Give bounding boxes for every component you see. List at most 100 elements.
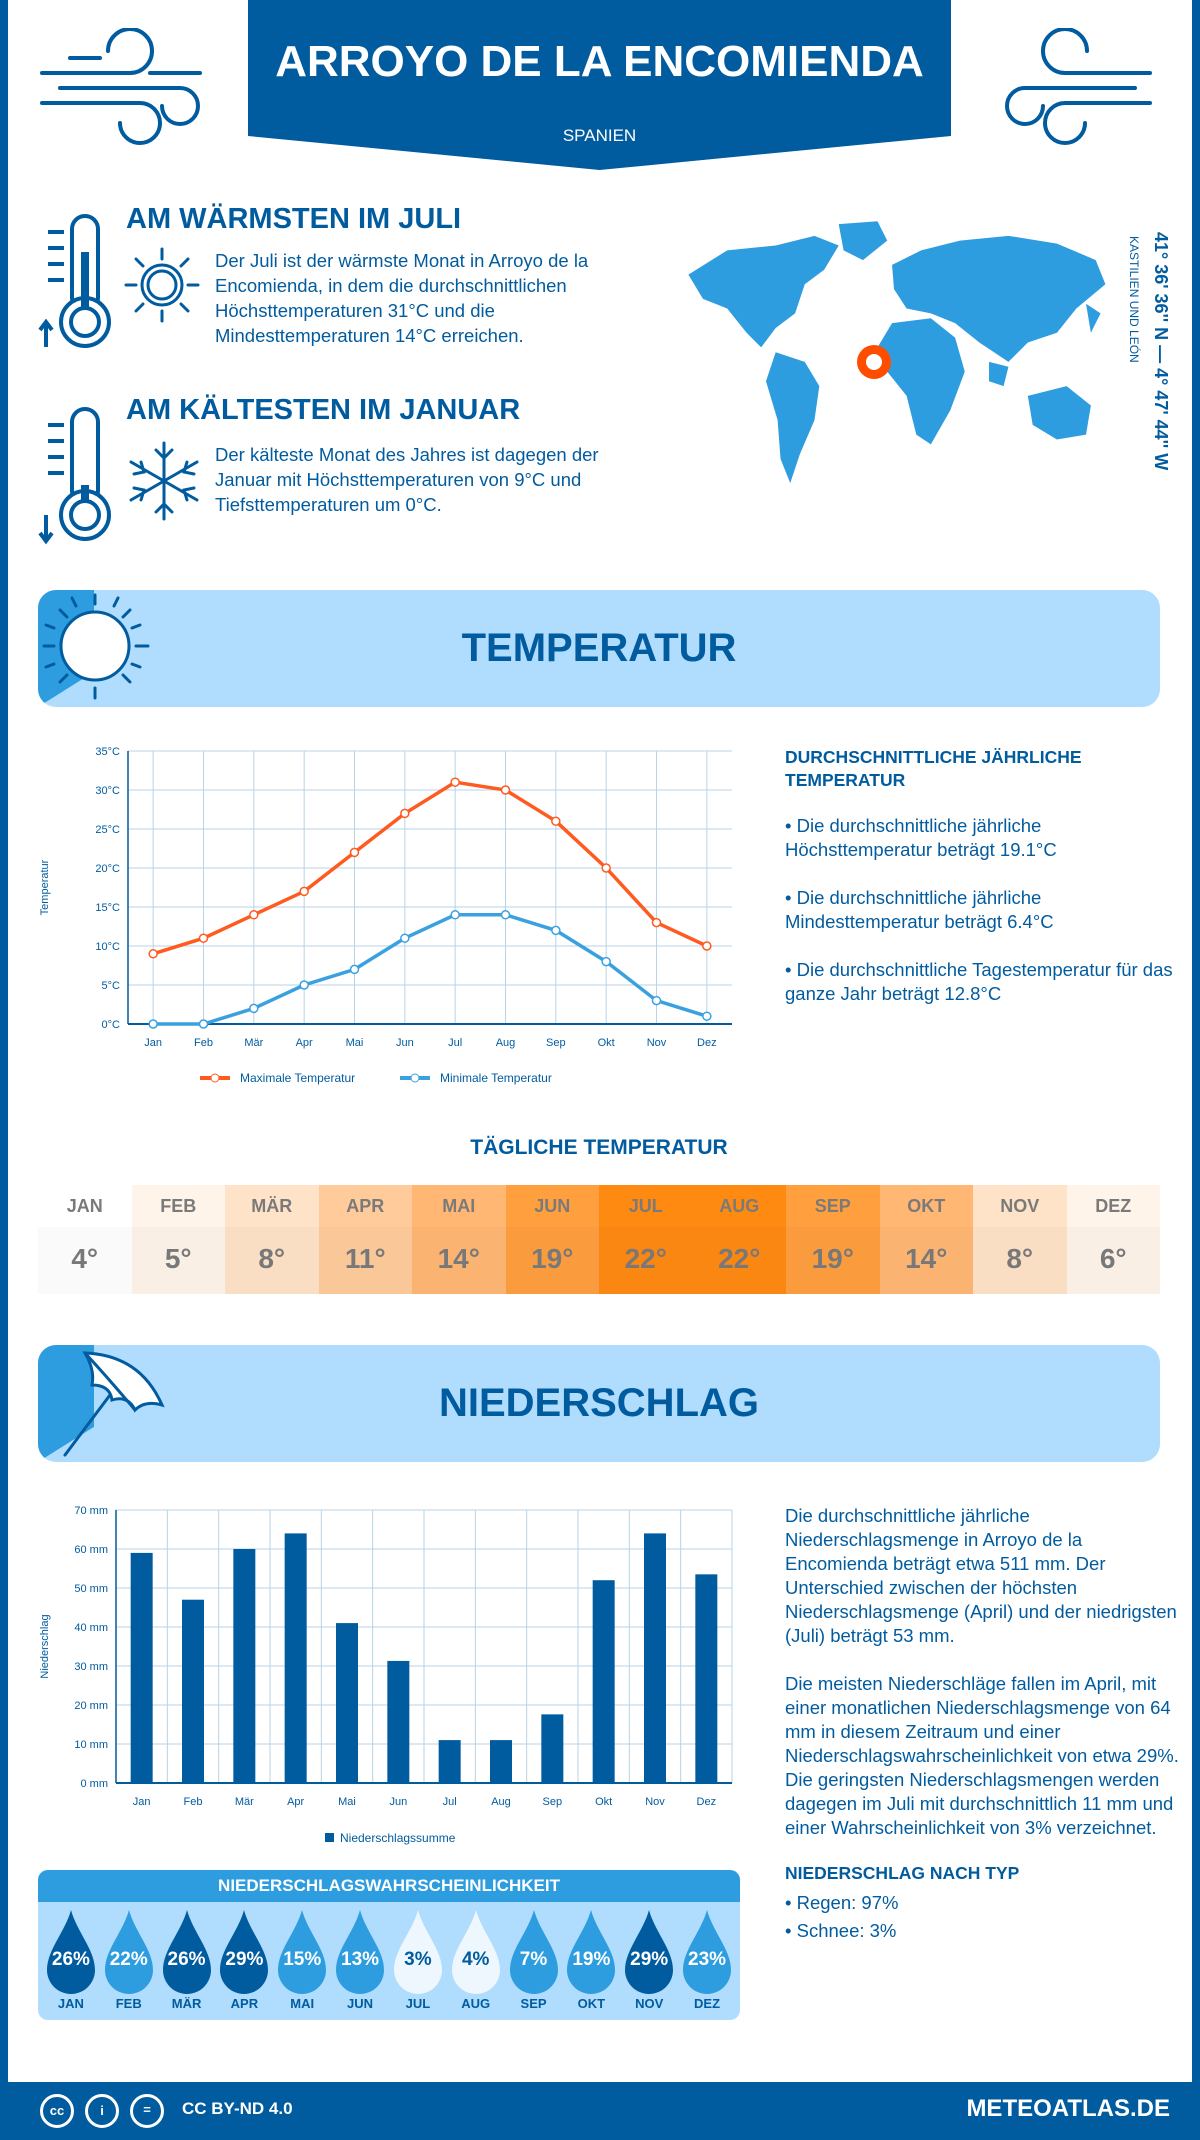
y-tick-label: 10 mm (74, 1739, 108, 1751)
snow-share: • Schnee: 3% (785, 1920, 897, 1941)
coldest-heading: AM KÄLTESTEN IM JANUAR (126, 394, 521, 426)
temp-value: 4° (38, 1227, 132, 1294)
x-tick-label: Feb (194, 1037, 213, 1049)
temp-value: 8° (973, 1227, 1067, 1294)
raindrop-icon (683, 1910, 732, 1994)
data-point (249, 1003, 259, 1014)
y-tick-label: 30 mm (74, 1661, 108, 1673)
temp-value: 19° (505, 1227, 599, 1294)
sun-icon (124, 247, 200, 323)
x-tick-label: Jun (396, 1037, 414, 1049)
month-label: JAN (38, 1185, 132, 1227)
thermometer-icon (38, 407, 111, 545)
cc-icon: cc (40, 2094, 74, 2128)
data-point (299, 980, 309, 990)
y-tick-label: 40 mm (74, 1622, 108, 1634)
precipitation-summary: Die durchschnittliche jährliche Niedersc… (785, 1505, 1177, 1646)
footer (0, 2082, 1200, 2140)
bar-mai (336, 1623, 358, 1783)
temp-value: 14° (879, 1227, 973, 1294)
daily-temp-mai: MAI 14° (412, 1185, 506, 1294)
probability-value: 13% (341, 1949, 380, 1970)
bar-mär (233, 1549, 256, 1783)
y-tick-label: 50 mm (74, 1583, 108, 1595)
raindrop-icon (393, 1910, 442, 1994)
month-label: OKT (577, 1996, 606, 2011)
probability-value: 29% (630, 1949, 669, 1970)
temp-value: 5° (131, 1227, 225, 1294)
location-marker-icon (857, 345, 891, 379)
precipitation-probability-heading: NIEDERSCHLAGSWAHRSCHEINLICHKEIT (38, 1870, 740, 1902)
y-tick-label: 60 mm (74, 1544, 108, 1556)
month-label: APR (318, 1185, 412, 1227)
bar-jul (438, 1740, 461, 1783)
bar-dez (695, 1574, 718, 1783)
data-point (400, 933, 410, 943)
raindrop-icon (220, 1910, 269, 1994)
x-tick-label: Feb (184, 1796, 203, 1808)
precipitation-chart: 0 mm 10 mm 20 mm 30 mm 40 mm 50 mm 60 mm 70 mm J… (39, 1505, 733, 1845)
month-label: DEZ (694, 1996, 721, 2011)
x-tick-label: Jan (133, 1796, 151, 1808)
month-label: JUL (405, 1996, 431, 2011)
month-label: SEP (786, 1185, 880, 1227)
probability-nov: 29% NOV (620, 1902, 678, 2020)
bar-feb (182, 1599, 204, 1783)
site-link[interactable]: METEOATLAS.DE (966, 2095, 1170, 2122)
x-tick-label: Mai (346, 1037, 364, 1049)
month-label: MAI (290, 1996, 315, 2011)
probability-jan: 26% JAN (42, 1902, 100, 2020)
daily-temp-sep: SEP 19° (786, 1185, 880, 1294)
data-point (500, 910, 511, 920)
daily-temp-jun: JUN 19° (505, 1185, 599, 1294)
x-tick-label: Nov (645, 1796, 665, 1808)
x-tick-label: Aug (491, 1796, 511, 1808)
y-tick-label: 0°C (102, 1019, 121, 1031)
temp-value: 11° (318, 1227, 412, 1294)
y-tick-label: 70 mm (74, 1505, 108, 1517)
daily-temp-dez: DEZ 6° (1066, 1185, 1160, 1294)
x-tick-label: Dez (697, 1037, 717, 1049)
daily-temperature-heading: TÄGLICHE TEMPERATUR (470, 1136, 728, 1159)
x-tick-label: Jul (443, 1796, 457, 1808)
probability-value: 4% (461, 1949, 490, 1970)
x-tick-label: Apr (296, 1037, 313, 1049)
data-point (198, 933, 209, 943)
y-tick-label: 20°C (95, 863, 120, 875)
data-point (601, 956, 611, 967)
raindrop-icon (162, 1910, 211, 1994)
month-label: MÄR (225, 1185, 319, 1227)
annual-min-text: • Die durchschnittliche jährliche Mindes… (785, 887, 1054, 932)
raindrop-icon (451, 1910, 500, 1994)
y-tick-label: 0 mm (81, 1778, 109, 1790)
warmest-text: Der Juli ist der wärmste Monat in Arroyo… (215, 250, 589, 346)
month-label: SEP (520, 1996, 547, 2011)
x-tick-label: Aug (496, 1037, 516, 1049)
data-point (551, 816, 561, 826)
x-tick-label: Sep (543, 1796, 563, 1808)
precipitation-probability-panel: NIEDERSCHLAGSWAHRSCHEINLICHKEIT 26% JAN 22… (38, 1870, 740, 2020)
data-point (249, 910, 259, 920)
month-label: AUG (461, 1996, 491, 2011)
probability-mär: 26% MÄR (158, 1902, 216, 2020)
month-label: NOV (973, 1185, 1067, 1227)
legend-label: Niederschlagssumme (340, 1831, 456, 1845)
x-tick-label: Apr (287, 1796, 304, 1808)
raindrop-icon (625, 1910, 674, 1994)
x-tick-label: Jul (448, 1037, 462, 1049)
probability-value: 19% (572, 1949, 611, 1970)
data-point (148, 949, 158, 959)
bar-jan (130, 1552, 153, 1783)
data-point (551, 925, 561, 936)
page-title: ARROYO DE LA ENCOMIENDA (275, 37, 924, 86)
warmest-heading: AM WÄRMSTEN IM JULI (126, 203, 462, 235)
data-point (198, 1019, 209, 1029)
sun-icon (42, 593, 150, 700)
temperature-chart: 0°C 5°C 10°C 15°C 20°C 25°C 30°C 35°C Jan Feb Mär A… (39, 746, 732, 1085)
legend-marker (210, 1073, 220, 1083)
temp-value: 6° (1066, 1227, 1160, 1294)
annual-daily-text: • Die durchschnittliche Tagestemperatur … (785, 959, 1173, 1004)
probability-value: 22% (109, 1949, 148, 1970)
daily-temperature-row: JAN 4° FEB 5° MÄR 8° APR 11° MAI 14° JUN 19° JUL 22° A… (38, 1185, 1160, 1294)
probability-value: 29% (225, 1949, 264, 1970)
